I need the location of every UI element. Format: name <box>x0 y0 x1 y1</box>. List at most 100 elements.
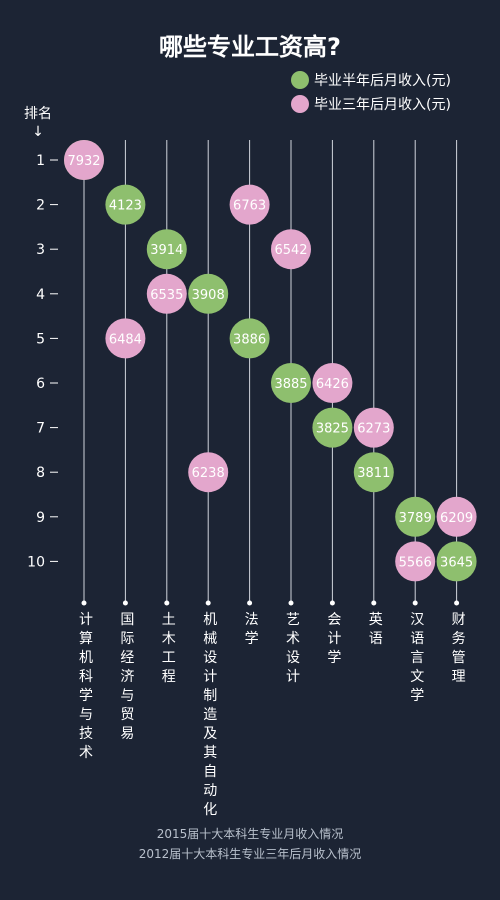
footnote-1: 2015届十大本科生专业月收入情况 <box>157 826 344 841</box>
category-label: 会计学 <box>327 612 341 666</box>
data-label: 3908 <box>192 288 225 303</box>
data-point: 6426 <box>312 363 353 403</box>
data-label: 6209 <box>440 511 473 526</box>
data-point: 3645 <box>436 541 477 582</box>
data-label: 3914 <box>150 243 183 258</box>
x-axis-labels: 计算机科学与技术 国际经济与贸易 土木工程 机械设计制造及其自动化 法学 艺术设计 会计学 英… <box>79 611 466 818</box>
rank-tick-label: 4 <box>36 287 45 303</box>
legend-marker-1 <box>291 95 309 113</box>
data-bubble <box>229 184 270 225</box>
category-label: 艺术设计 <box>286 612 300 685</box>
category-line-end-dot <box>412 600 418 606</box>
data-label: 6535 <box>150 288 183 303</box>
data-bubble <box>395 541 436 582</box>
rank-tick-label: 3 <box>36 242 45 258</box>
data-label: 3885 <box>274 377 307 392</box>
category-label: 汉语言文学 <box>410 612 424 704</box>
data-bubble <box>105 184 146 225</box>
data-bubble <box>312 407 353 448</box>
y-axis-ticks: 1 2 3 4 5 6 7 8 9 10 <box>27 153 58 570</box>
data-label: 6238 <box>192 466 225 481</box>
data-bubble <box>436 496 477 537</box>
category-label: 土木工程 <box>162 612 176 685</box>
category-label: 英语 <box>369 611 383 647</box>
data-label: 3825 <box>316 422 349 437</box>
data-label: 6426 <box>316 377 349 392</box>
legend-label-1: 毕业三年后月收入(元) <box>314 97 451 113</box>
data-point: 3886 <box>229 318 270 359</box>
data-point: 3825 <box>312 407 353 448</box>
category-label: 财务管理 <box>452 612 466 685</box>
legend-marker-0 <box>291 71 309 89</box>
data-point: 6484 <box>105 318 146 359</box>
data-bubble <box>312 363 353 403</box>
category-label: 计算机科学与技术 <box>79 612 93 761</box>
data-bubble <box>436 541 477 582</box>
data-label: 6542 <box>274 243 307 258</box>
data-bubble <box>229 318 270 359</box>
data-point: 3885 <box>271 363 311 403</box>
rank-tick-label: 9 <box>36 510 45 526</box>
category-line-end-dot <box>329 600 335 606</box>
data-label: 3811 <box>357 466 390 481</box>
legend-label-0: 毕业半年后月收入(元) <box>314 73 451 89</box>
category-label: 机械设计制造及其自动化 <box>203 612 217 818</box>
data-label: 3789 <box>399 511 432 526</box>
data-point: 6273 <box>353 407 394 448</box>
category-label: 国际经济与贸易 <box>120 612 134 742</box>
data-point: 3789 <box>395 496 436 537</box>
category-line-end-dot <box>164 600 170 606</box>
rank-tick-label: 6 <box>36 376 45 392</box>
category-line-end-dot <box>288 600 294 606</box>
data-label: 6273 <box>357 422 390 437</box>
data-bubble <box>188 452 229 493</box>
data-point: 6535 <box>146 273 187 314</box>
rank-tick-label: 5 <box>36 331 45 347</box>
data-label: 4123 <box>109 199 142 214</box>
data-bubble <box>353 452 394 493</box>
y-axis-title: 排名 <box>24 106 52 122</box>
data-point: 3811 <box>353 452 394 493</box>
rank-tick-label: 2 <box>36 198 45 214</box>
data-bubble <box>271 363 311 403</box>
data-bubble <box>395 496 436 537</box>
data-point: 6209 <box>436 496 477 537</box>
chart-title: 哪些专业工资高? <box>159 33 341 61</box>
data-bubble <box>188 273 229 314</box>
y-axis-arrow: ↓ <box>32 124 44 140</box>
category-line-end-dot <box>122 600 128 606</box>
category-line-end-dot <box>81 600 87 606</box>
data-point: 4123 <box>105 184 146 225</box>
data-point: 6238 <box>188 452 229 493</box>
category-line-end-dot <box>247 600 253 606</box>
rank-tick-label: 1 <box>36 153 45 169</box>
category-line-end-dot <box>205 600 211 606</box>
data-point: 5566 <box>395 541 436 582</box>
data-bubbles: 4978412339143908388638853825381137893645… <box>64 140 477 582</box>
legend: 毕业半年后月收入(元) 毕业三年后月收入(元) <box>291 71 451 113</box>
data-bubble <box>353 407 394 448</box>
footnote-2: 2012届十大本科生专业三年后月收入情况 <box>139 846 362 861</box>
data-point: 3914 <box>146 229 187 270</box>
data-label: 6484 <box>109 332 142 347</box>
category-label: 法学 <box>245 612 259 647</box>
rank-tick-label: 7 <box>36 421 45 437</box>
data-label: 5566 <box>399 555 432 570</box>
data-label: 3886 <box>233 332 266 347</box>
data-bubble <box>271 229 311 270</box>
data-bubble <box>64 140 104 180</box>
rank-tick-label: 10 <box>27 554 45 570</box>
data-bubble <box>105 318 146 359</box>
data-point: 3908 <box>188 273 229 314</box>
data-label: 6763 <box>233 199 266 214</box>
data-point: 6542 <box>271 229 311 270</box>
data-bubble <box>146 229 187 270</box>
category-line-end-dot <box>454 600 460 606</box>
data-bubble <box>146 273 187 314</box>
rank-tick-label: 8 <box>36 465 45 481</box>
data-label: 7932 <box>67 154 100 169</box>
data-label: 3645 <box>440 555 473 570</box>
data-point: 7932 <box>64 140 104 180</box>
data-point: 6763 <box>229 184 270 225</box>
